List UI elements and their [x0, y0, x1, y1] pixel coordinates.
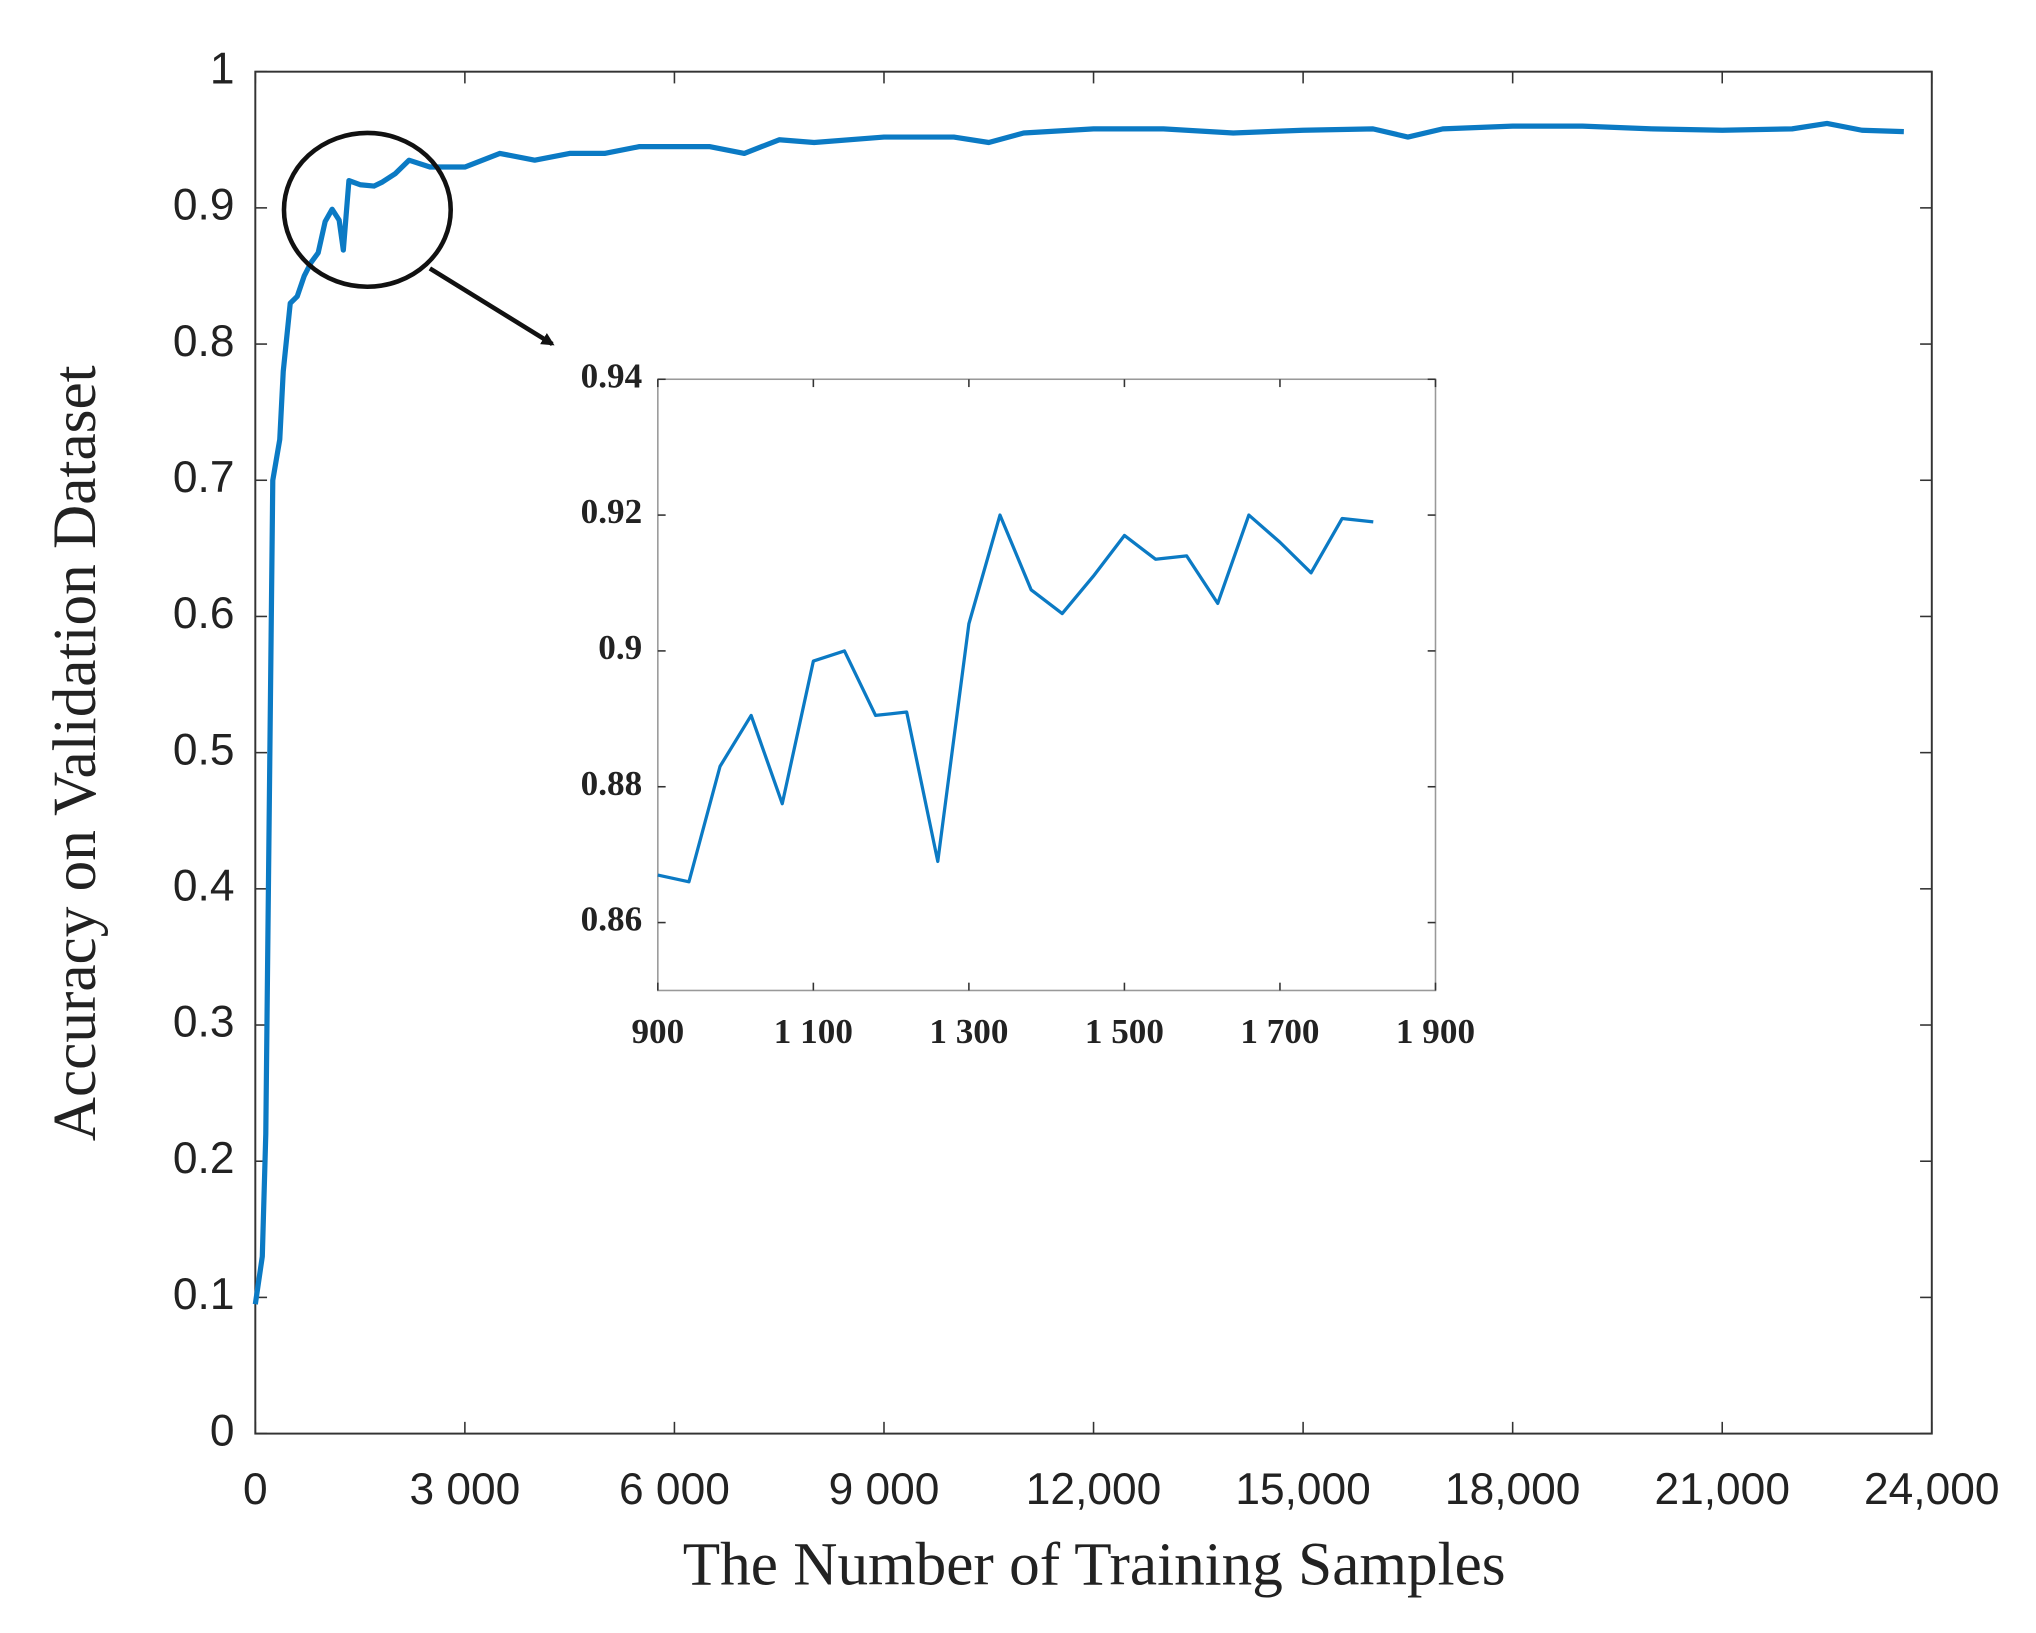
y-tick-label: 0.8 — [173, 317, 235, 366]
x-tick-label: 12,000 — [1026, 1465, 1161, 1514]
x-tick-label: 24,000 — [1864, 1465, 1999, 1514]
plot-area — [657, 378, 1437, 992]
x-tick-label: 15,000 — [1235, 1465, 1370, 1514]
zoom-circle — [281, 130, 453, 290]
y-tick-label: 0.9 — [598, 628, 642, 667]
y-tick-label: 0.92 — [581, 492, 643, 531]
y-tick-label: 1 — [210, 44, 235, 93]
y-tick-label: 0.94 — [581, 356, 643, 395]
y-axis-label: Accuracy on Validation Dataset — [41, 365, 109, 1141]
y-tick-label: 0.5 — [173, 725, 235, 774]
y-tick-label: 0.3 — [173, 998, 235, 1047]
y-tick-label: 0.7 — [173, 453, 235, 502]
x-tick-label: 900 — [631, 1012, 684, 1051]
y-tick-label: 0.1 — [173, 1270, 235, 1319]
data-line — [657, 513, 1374, 884]
y-tick-label: 0.88 — [581, 764, 643, 803]
zoom-arrow — [428, 266, 555, 347]
x-tick-label: 21,000 — [1654, 1465, 1789, 1514]
y-tick-label: 0 — [210, 1406, 235, 1455]
x-tick-label: 1 900 — [1396, 1012, 1475, 1051]
x-tick-label: 3 000 — [409, 1465, 520, 1514]
data-line — [252, 120, 1904, 1305]
x-axis-label: The Number of Training Samples — [683, 1530, 1506, 1598]
x-tick-label: 9 000 — [829, 1465, 940, 1514]
x-tick-label: 1 500 — [1085, 1012, 1164, 1051]
x-tick-label: 1 300 — [929, 1012, 1008, 1051]
y-tick-label: 0.86 — [581, 900, 643, 939]
x-tick-label: 1 100 — [774, 1012, 853, 1051]
x-tick-label: 0 — [243, 1465, 268, 1514]
x-tick-label: 1 700 — [1240, 1012, 1319, 1051]
y-tick-label: 0.9 — [173, 181, 235, 230]
x-tick-label: 6 000 — [619, 1465, 730, 1514]
y-tick-label: 0.4 — [173, 862, 235, 911]
x-tick-label: 18,000 — [1445, 1465, 1580, 1514]
y-tick-label: 0.2 — [173, 1134, 235, 1183]
y-tick-label: 0.6 — [173, 589, 235, 638]
